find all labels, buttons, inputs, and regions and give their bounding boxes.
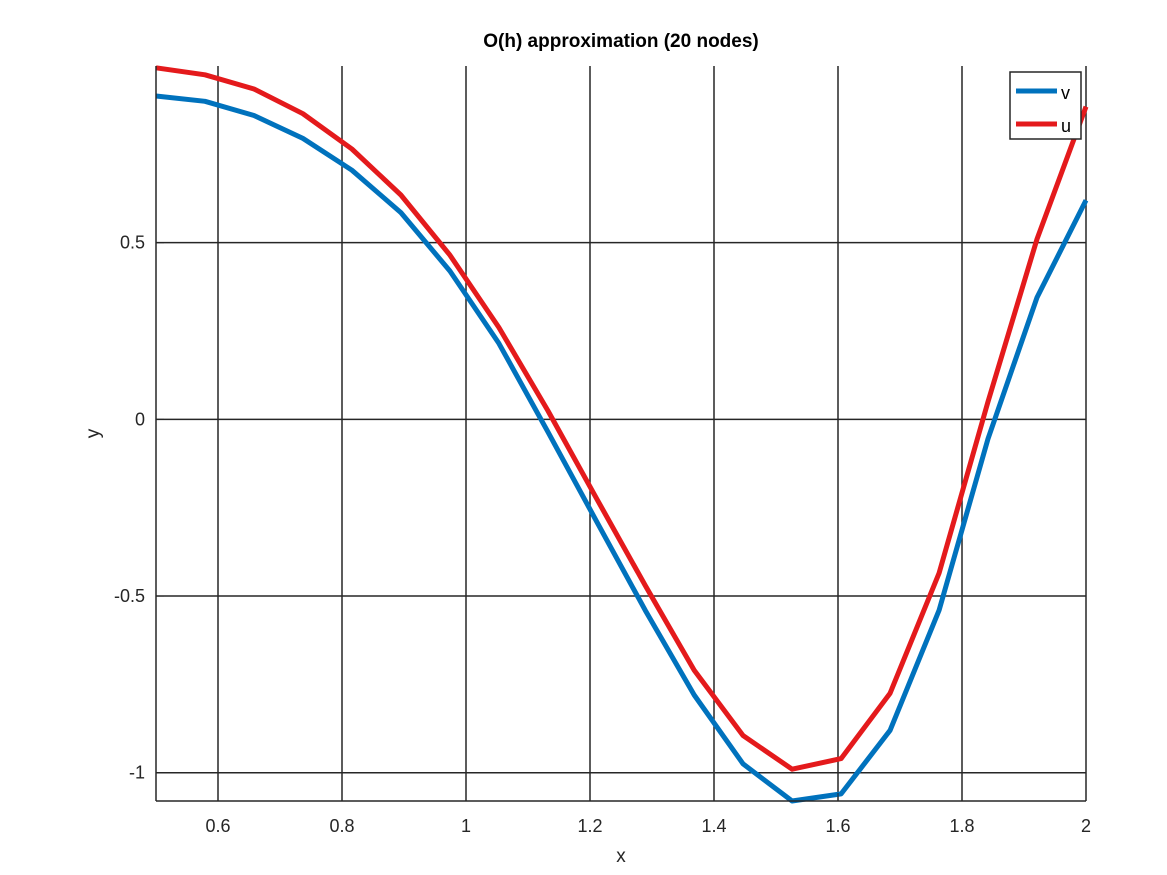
x-tick-label: 2	[1081, 816, 1091, 836]
series-line-u	[155, 65, 1089, 772]
y-axis-label: y	[83, 428, 104, 438]
legend: vu	[1009, 71, 1082, 140]
y-tick-label: -0.5	[114, 586, 145, 606]
y-tick-label: 0.5	[120, 233, 145, 253]
x-tick-label: 0.8	[329, 816, 354, 836]
legend-box	[1009, 71, 1082, 140]
x-tick-label: 1.4	[701, 816, 726, 836]
legend-label-u: u	[1061, 116, 1071, 136]
y-tick-label: 0	[135, 409, 145, 429]
ticks: 0.6 0.8 1 1.2 1.4 1.6 1.8 2 -1 -0.5 0 0.5	[114, 66, 1091, 836]
y-tick-label: -1	[129, 763, 145, 783]
x-tick-label: 1	[461, 816, 471, 836]
x-tick-label: 1.8	[949, 816, 974, 836]
legend-label-v: v	[1061, 83, 1070, 103]
x-tick-label: 1.2	[577, 816, 602, 836]
series-layer	[155, 65, 1089, 804]
x-axis-label: x	[616, 846, 626, 867]
chart-title: O(h) approximation (20 nodes)	[483, 31, 759, 52]
x-tick-label: 1.6	[825, 816, 850, 836]
x-tick-label: 0.6	[205, 816, 230, 836]
series-line-v	[155, 93, 1089, 804]
